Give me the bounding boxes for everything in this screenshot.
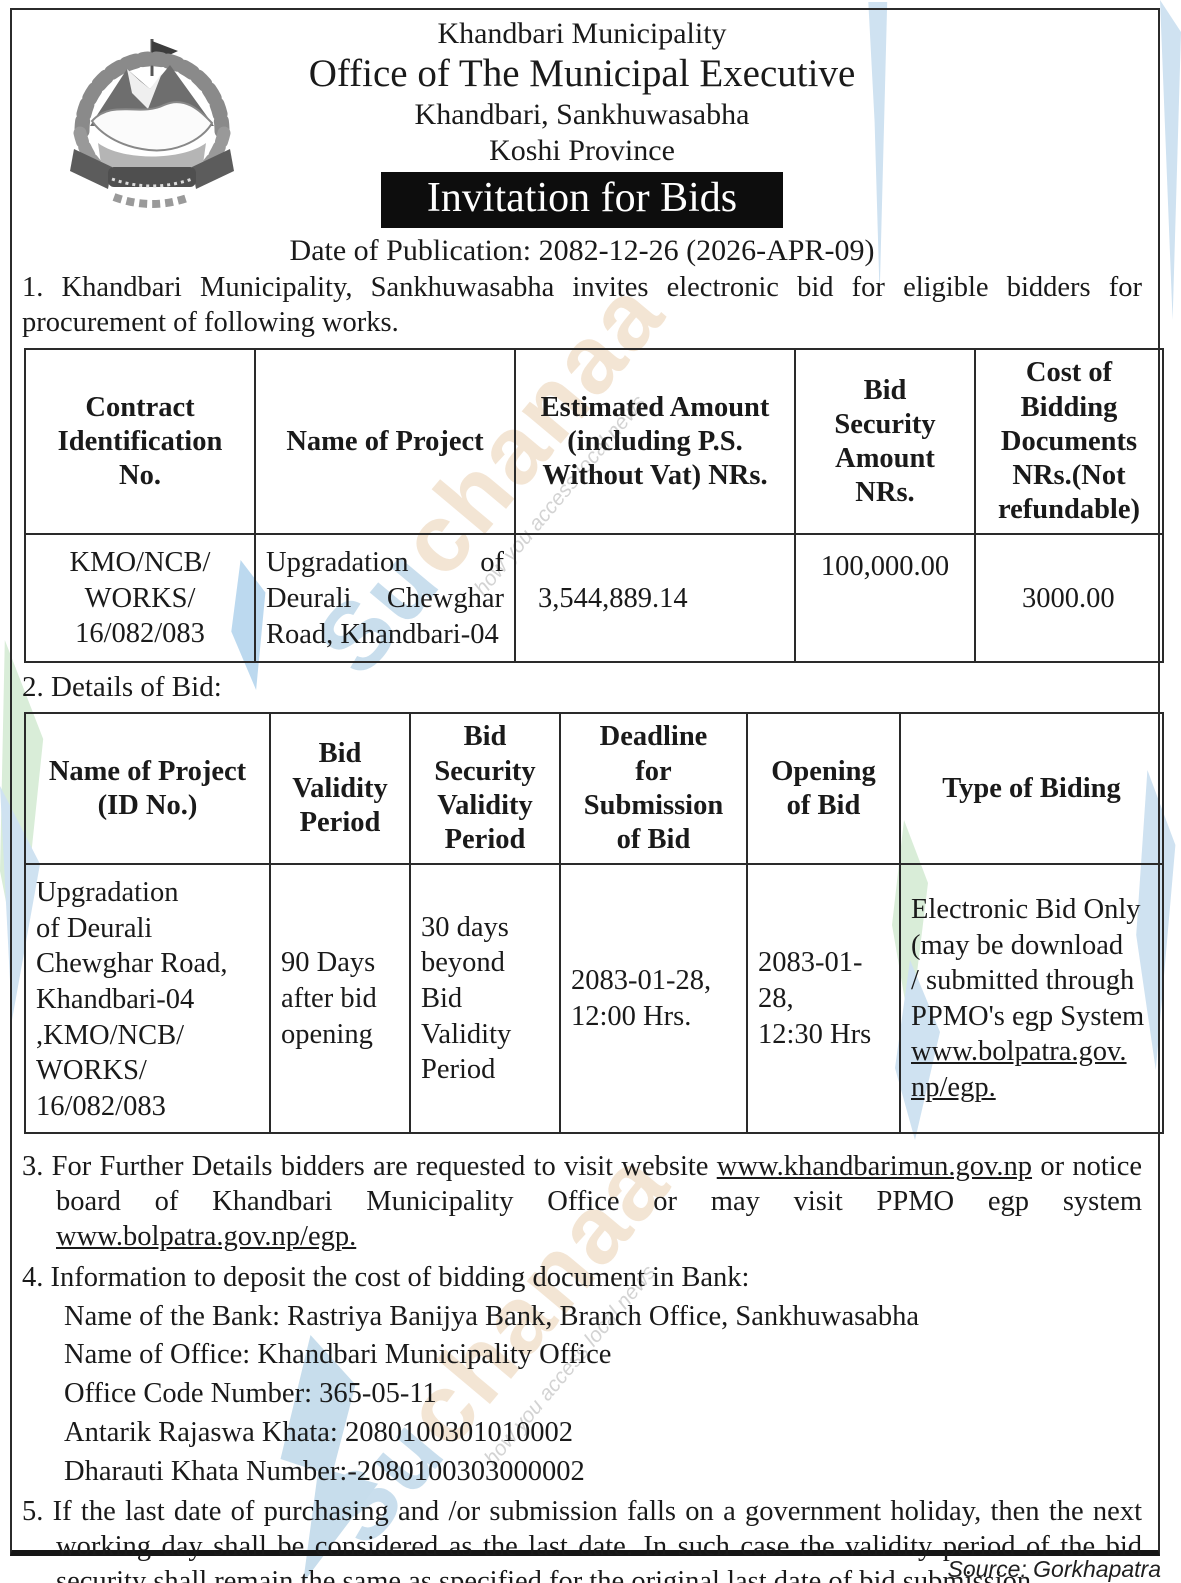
dharauti-khata-line: Dharauti Khata Number:-2080100303000002 — [64, 1455, 585, 1487]
bid-security-cell: 100,000.00 — [794, 533, 976, 664]
col-project-id: Name of Project (ID No.) — [24, 712, 271, 866]
procurement-table: Contract Identification No. Name of Proj… — [24, 348, 1164, 664]
bid-validity-cell: 90 Days after bid opening — [269, 863, 411, 1135]
col-deadline: Deadline for Submission of Bid — [559, 712, 748, 866]
procurement-header-row: Contract Identification No. Name of Proj… — [24, 348, 1164, 536]
project-name-cell: Upgradation of Deurali Chewghar Road, Kh… — [254, 533, 516, 664]
rajaswa-khata-line: Antarik Rajaswa Khata: 2080100301010002 — [64, 1416, 573, 1448]
doc-cost-cell: 3000.00 — [974, 533, 1164, 664]
procurement-data-row: KMO/NCB/ WORKS/ 16/082/083 Upgradation o… — [24, 533, 1164, 664]
bolpatra-link[interactable]: www.bolpatra.gov.np/egp. — [56, 1221, 357, 1252]
col-security-validity: Bid Security Validity Period — [409, 712, 561, 866]
project-id-cell: Upgradation of Deurali Chewghar Road, Kh… — [24, 863, 271, 1135]
nepal-government-emblem — [70, 39, 234, 208]
col-type-of-biding: Type of Biding — [899, 712, 1164, 866]
office-code-line: Office Code Number: 365-05-11 — [64, 1378, 437, 1410]
type-of-biding-cell: Electronic Bid Only (may be download / s… — [899, 863, 1164, 1135]
bolpatra-link[interactable]: www.bolpatra.gov. np/egp. — [911, 1036, 1127, 1104]
note-3: 3. For Further Details bidders are reque… — [22, 1151, 1142, 1252]
details-of-bid-heading: 2. Details of Bid: — [22, 671, 222, 704]
col-estimated-amount: Estimated Amount (including P.S. Without… — [514, 348, 796, 536]
col-opening: Opening of Bid — [746, 712, 901, 866]
col-bid-security: Bid Security Amount NRs. — [794, 348, 976, 536]
decor-shape — [1160, 0, 1181, 320]
col-contract-id: Contract Identification No. — [24, 348, 256, 536]
office-name: Office of The Municipal Executive — [308, 52, 856, 96]
estimated-amount-cell: 3,544,889.14 — [514, 533, 796, 664]
publication-date: Date of Publication: 2082-12-26 (2026-AP… — [289, 234, 875, 268]
bid-details-data-row: Upgradation of Deurali Chewghar Road, Kh… — [24, 863, 1164, 1135]
document-header: Khandbari Municipality Office of The Mun… — [22, 16, 1142, 269]
org-name: Khandbari Municipality — [437, 17, 727, 50]
intro-paragraph: 1. Khandbari Municipality, Sankhuwasabha… — [22, 271, 1142, 338]
note-4-heading: 4. Information to deposit the cost of bi… — [22, 1261, 750, 1293]
contract-id-cell: KMO/NCB/ WORKS/ 16/082/083 — [24, 533, 256, 664]
bank-name-line: Name of the Bank: Rastriya Banijya Bank,… — [64, 1300, 920, 1332]
opening-cell: 2083-01- 28, 12:30 Hrs — [746, 863, 901, 1135]
note-4: 4. Information to deposit the cost of bi… — [22, 1261, 1142, 1490]
col-project-name: Name of Project — [254, 348, 516, 536]
office-name-line: Name of Office: Khandbari Municipality O… — [64, 1339, 612, 1371]
col-doc-cost: Cost of Bidding Documents NRs.(Not refun… — [974, 348, 1164, 536]
office-location: Khandbari, Sankhuwasabha — [414, 98, 750, 132]
bid-details-table: Name of Project (ID No.) Bid Validity Pe… — [24, 712, 1164, 1135]
source-credit: Source: Gorkhapatra — [947, 1556, 1161, 1582]
col-bid-validity: Bid Validity Period — [269, 712, 411, 866]
tender-document: Khandbari Municipality Office of The Mun… — [10, 8, 1164, 1583]
invitation-banner: Invitation for Bids — [380, 172, 784, 229]
type-text: Electronic Bid Only (may be download / s… — [911, 893, 1145, 1032]
bid-details-header-row: Name of Project (ID No.) Bid Validity Pe… — [24, 712, 1164, 866]
khandbarimun-link[interactable]: www.khandbarimun.gov.np — [716, 1151, 1033, 1183]
security-validity-cell: 30 days beyond Bid Validity Period — [409, 863, 561, 1135]
deadline-cell: 2083-01-28, 12:00 Hrs. — [559, 863, 748, 1135]
province: Koshi Province — [489, 133, 675, 167]
